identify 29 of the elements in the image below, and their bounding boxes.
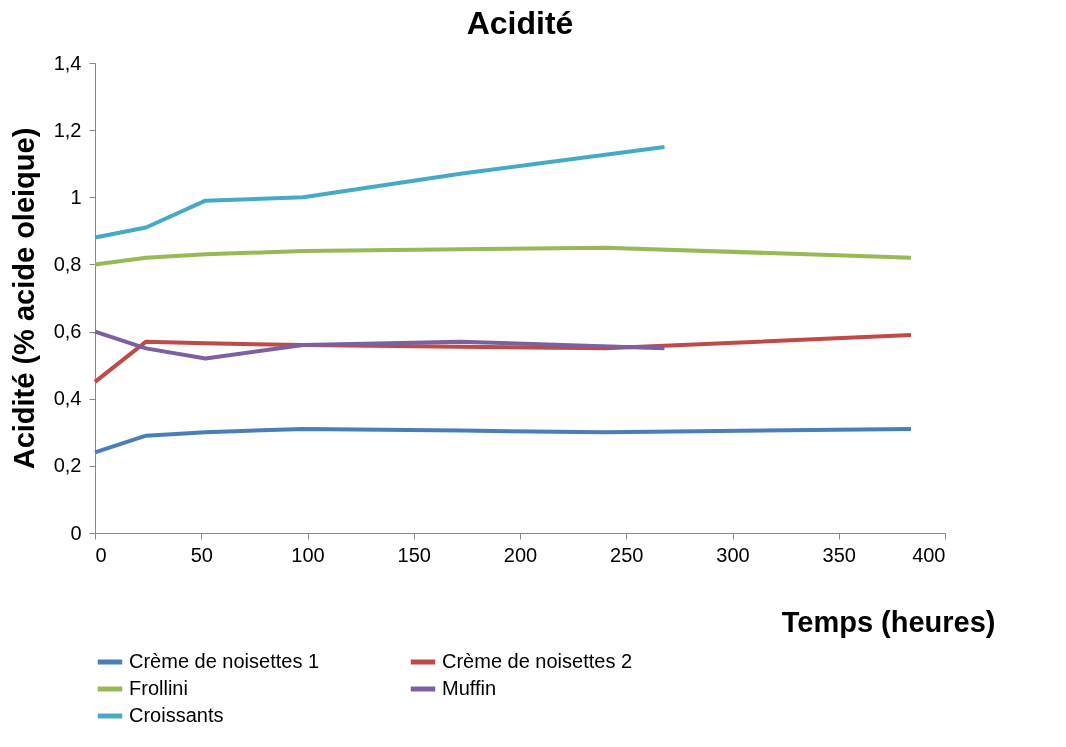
legend-label: Frollini xyxy=(129,677,188,699)
legend-label: Crème de noisettes 1 xyxy=(129,650,320,672)
line-series xyxy=(93,144,667,240)
x-tick-label: 0 xyxy=(95,543,107,566)
y-tick-label: 0 xyxy=(70,521,82,544)
x-tick-label: 100 xyxy=(291,543,325,566)
x-axis-title: Temps (heures) xyxy=(781,605,996,638)
y-tick-label: 0,2 xyxy=(53,454,82,477)
line-series xyxy=(93,329,667,361)
y-tick-label: 1 xyxy=(70,185,82,208)
y-tick-label: 1,4 xyxy=(53,51,82,74)
legend-label: Crème de noisettes 2 xyxy=(442,650,633,672)
x-tick-label: 200 xyxy=(503,543,538,566)
x-tick-label: 350 xyxy=(822,543,856,566)
y-tick-label: 1,2 xyxy=(53,118,82,141)
x-tick-label: 250 xyxy=(610,543,644,566)
x-tick-label: 400 xyxy=(912,543,946,566)
legend-label: Muffin xyxy=(442,677,497,699)
y-axis-title: Acidité (% acide oleique) xyxy=(7,127,40,470)
line-series xyxy=(93,426,913,455)
line-series xyxy=(93,245,913,267)
x-tick-label: 300 xyxy=(716,543,750,566)
x-tick-label: 50 xyxy=(190,543,213,566)
legend-label: Croissants xyxy=(129,704,224,726)
y-tick-label: 0,6 xyxy=(53,320,82,343)
y-tick-label: 0,8 xyxy=(53,252,82,275)
x-tick-label: 150 xyxy=(397,543,431,566)
y-tick-label: 0,4 xyxy=(53,387,82,410)
chart-title: Acidité xyxy=(466,5,574,41)
